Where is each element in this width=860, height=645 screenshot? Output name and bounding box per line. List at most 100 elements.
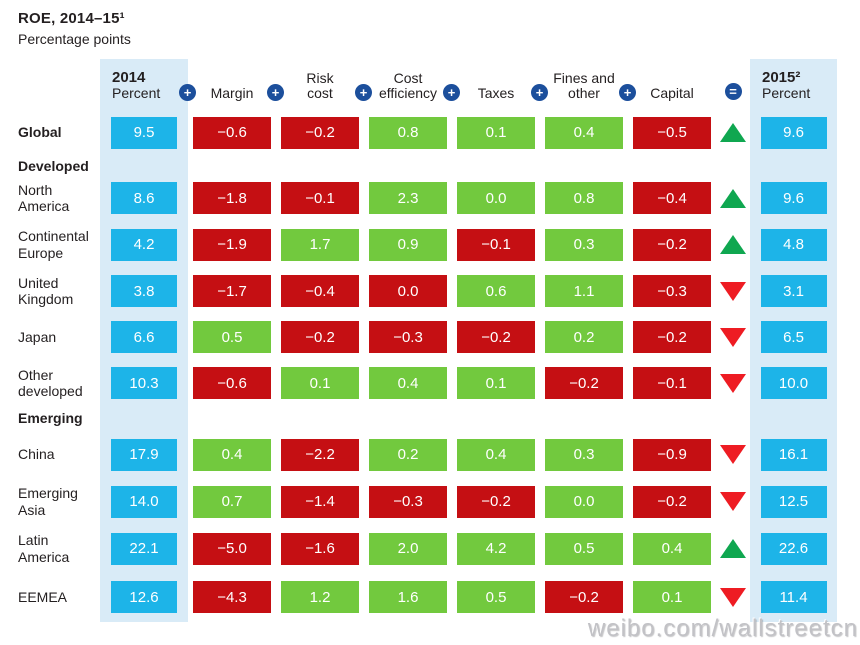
trend-cell: [716, 431, 750, 478]
value-chip: 0.5: [193, 321, 271, 353]
value-chip: 11.4: [760, 581, 827, 613]
factor-value-cell-capital: −0.2: [628, 314, 716, 360]
column-highlight: [750, 406, 837, 431]
value-chip: −0.2: [281, 116, 359, 149]
factor-value-cell-fines-other: 0.8: [540, 175, 628, 221]
column-header-label: Taxes: [477, 85, 515, 102]
factor-value-cell-margin: 0.7: [188, 478, 276, 525]
column-highlight: [100, 406, 188, 431]
factor-value-cell-taxes: −0.1: [452, 221, 540, 268]
value-chip: 0.5: [457, 581, 535, 613]
factor-value-cell-cost-efficiency: −0.3: [364, 314, 452, 360]
value-chip: 0.1: [457, 116, 535, 149]
start-value-cell: 14.0: [100, 478, 188, 525]
value-chip: −0.2: [633, 321, 711, 353]
value-chip: 0.1: [457, 367, 535, 399]
factor-value-cell-margin: −0.6: [188, 360, 276, 406]
empty-cell: [276, 157, 364, 175]
value-chip: 9.6: [760, 116, 827, 149]
value-chip: 0.3: [545, 228, 623, 261]
value-chip: 0.8: [369, 116, 447, 149]
column-header-cost-efficiency: + Cost efficiency: [355, 59, 452, 108]
factor-value-cell-taxes: 0.0: [452, 175, 540, 221]
row-label: Continental Europe: [18, 228, 89, 261]
empty-cell: [452, 157, 540, 175]
factor-value-cell-cost-efficiency: 2.0: [364, 525, 452, 572]
start-value-cell: 10.3: [100, 360, 188, 406]
start-value-cell: 22.1: [100, 525, 188, 572]
factor-value-cell-capital: 0.1: [628, 572, 716, 622]
value-chip: 0.2: [369, 438, 447, 471]
factor-value-cell-cost-efficiency: 2.3: [364, 175, 452, 221]
trend-down-icon: [720, 373, 746, 393]
start-value-cell: 8.6: [100, 175, 188, 221]
column-header-risk-cost: + Risk cost: [267, 59, 364, 108]
value-chip: 0.4: [545, 116, 623, 149]
factor-value-cell-risk-cost: 1.7: [276, 221, 364, 268]
column-header-equals: =: [716, 59, 750, 108]
column-header-label: Capital: [650, 85, 694, 102]
empty-cell: [628, 406, 716, 431]
value-chip: −0.2: [633, 485, 711, 518]
factor-value-cell-taxes: 0.5: [452, 572, 540, 622]
value-chip: −1.9: [193, 228, 271, 261]
value-chip: 22.1: [111, 532, 177, 565]
empty-cell: [540, 406, 628, 431]
column-header-capital: + Capital: [619, 59, 716, 108]
trend-cell: [716, 314, 750, 360]
factor-value-cell-taxes: 0.1: [452, 108, 540, 157]
start-value-cell: 9.5: [100, 108, 188, 157]
chart-title: ROE, 2014–15¹: [18, 10, 125, 27]
end-value-cell: 3.1: [750, 268, 837, 314]
factor-value-cell-capital: −0.2: [628, 478, 716, 525]
end-value-cell: 9.6: [750, 108, 837, 157]
factor-value-cell-margin: 0.4: [188, 431, 276, 478]
factor-value-cell-fines-other: 0.2: [540, 314, 628, 360]
factor-value-cell-cost-efficiency: 0.0: [364, 268, 452, 314]
row-label: EEMEA: [18, 588, 68, 605]
factor-value-cell-fines-other: −0.2: [540, 360, 628, 406]
value-chip: 0.4: [193, 438, 271, 471]
trend-up-icon: [720, 539, 746, 558]
start-value-cell: 17.9: [100, 431, 188, 478]
empty-cell: [188, 406, 276, 431]
factor-value-cell-risk-cost: −0.1: [276, 175, 364, 221]
value-chip: −1.6: [281, 532, 359, 565]
factor-value-cell-taxes: 4.2: [452, 525, 540, 572]
plus-icon: +: [179, 84, 196, 101]
column-header-line: Percent: [112, 85, 161, 102]
trend-up-icon: [720, 235, 746, 254]
column-highlight: [750, 157, 837, 175]
value-chip: 0.9: [369, 228, 447, 261]
factor-value-cell-fines-other: 0.3: [540, 221, 628, 268]
end-value-cell: 16.1: [750, 431, 837, 478]
factor-value-cell-fines-other: 0.3: [540, 431, 628, 478]
factor-value-cell-capital: −0.1: [628, 360, 716, 406]
empty-cell: [540, 157, 628, 175]
factor-value-cell-risk-cost: 1.2: [276, 572, 364, 622]
value-chip: 0.0: [457, 182, 535, 214]
start-value-cell: 12.6: [100, 572, 188, 622]
factor-value-cell-capital: −0.3: [628, 268, 716, 314]
value-chip: 0.3: [545, 438, 623, 471]
end-value-cell: 6.5: [750, 314, 837, 360]
value-chip: −0.3: [633, 275, 711, 307]
value-chip: 16.1: [760, 438, 827, 471]
factor-value-cell-risk-cost: −1.6: [276, 525, 364, 572]
trend-cell: [716, 525, 750, 572]
row-label: Japan: [18, 328, 57, 345]
column-header-line: 2015²: [762, 68, 801, 86]
value-chip: −0.2: [545, 367, 623, 399]
factor-value-cell-margin: 0.5: [188, 314, 276, 360]
section-label: Emerging: [18, 410, 83, 427]
factor-value-cell-margin: −0.6: [188, 108, 276, 157]
factor-value-cell-margin: −4.3: [188, 572, 276, 622]
factor-value-cell-risk-cost: −2.2: [276, 431, 364, 478]
trend-down-icon: [720, 445, 746, 464]
column-header-2014: 2014 Percent: [100, 59, 188, 108]
column-header-fines-other: + Fines and other: [531, 59, 628, 108]
end-value-cell: 22.6: [750, 525, 837, 572]
value-chip: 1.6: [369, 581, 447, 613]
value-chip: 4.2: [111, 228, 177, 261]
value-chip: 0.2: [545, 321, 623, 353]
